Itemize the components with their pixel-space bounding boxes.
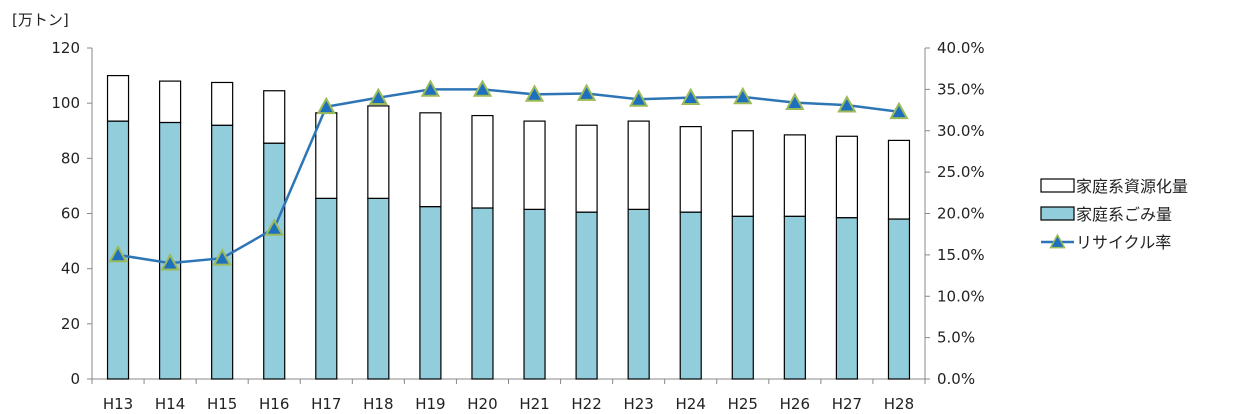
x-tick-label: H14 xyxy=(155,395,185,413)
recycle-rate-point xyxy=(212,248,232,266)
bar-recycle xyxy=(106,74,130,122)
bar-recycle xyxy=(419,112,442,208)
y-left-tick-label: 20 xyxy=(61,315,80,333)
legend-label: 家庭系資源化量 xyxy=(1076,177,1188,196)
x-tick-label: H19 xyxy=(415,395,445,413)
legend-swatch xyxy=(1040,206,1075,221)
bar-waste xyxy=(835,217,859,380)
bar-waste xyxy=(887,218,911,380)
bar-recycle xyxy=(731,130,754,217)
x-tick-label: H23 xyxy=(623,395,653,413)
x-tick-label: H16 xyxy=(259,395,289,413)
bar-waste xyxy=(419,206,442,380)
y-left-tick-label: 60 xyxy=(61,205,80,223)
line-layer xyxy=(108,79,909,271)
y-right-tick-label: 25.0% xyxy=(937,163,985,181)
bar-recycle xyxy=(367,105,390,199)
bar-waste xyxy=(367,197,390,380)
axes-layer: 0 20 40 60 80 100 120 0.0% 5.0% 10.0% 15.0% 20.0% 25… xyxy=(51,39,984,413)
bar-waste xyxy=(471,207,494,380)
recycle-rate-point xyxy=(316,96,336,115)
bar-recycle xyxy=(575,124,598,213)
bar-recycle xyxy=(471,114,494,209)
bar-recycle xyxy=(263,90,286,144)
recycle-rate-point xyxy=(681,87,701,106)
recycle-rate-point xyxy=(524,84,545,102)
y-right-tick-label: 10.0% xyxy=(937,287,985,305)
legend-label: リサイクル率 xyxy=(1076,233,1171,252)
y-left-tick-label: 80 xyxy=(61,149,80,167)
y-right-tick-label: 20.0% xyxy=(937,205,985,223)
y-left-tick-label: 100 xyxy=(51,94,80,112)
y-left-tick-label: 120 xyxy=(51,39,80,57)
y-left-tick-label: 0 xyxy=(70,370,80,388)
bar-waste xyxy=(783,215,806,380)
bar-waste xyxy=(263,142,286,380)
x-tick-label: H25 xyxy=(728,395,758,413)
recycle-rate-point xyxy=(108,244,128,263)
x-tick-label: H26 xyxy=(780,395,810,413)
x-tick-label: H18 xyxy=(363,395,393,413)
bar-waste xyxy=(627,208,650,380)
recycle-rate-point xyxy=(472,79,493,97)
x-tick-label: H27 xyxy=(832,395,862,413)
legend-label: 家庭系ごみ量 xyxy=(1076,205,1172,224)
y-right-tick-label: 35.0% xyxy=(937,80,985,98)
recycle-rate-line xyxy=(117,88,900,265)
bar-recycle xyxy=(627,120,650,210)
x-tick-label: H28 xyxy=(884,395,914,413)
bar-recycle xyxy=(211,81,234,126)
recycle-rate-point xyxy=(576,83,597,101)
legend-marker xyxy=(1049,233,1066,249)
recycle-rate-point xyxy=(733,86,753,105)
x-tick-label: H21 xyxy=(519,395,549,413)
legend-swatch xyxy=(1040,178,1075,193)
bar-recycle xyxy=(783,134,806,217)
y-right-tick-label: 15.0% xyxy=(937,246,985,264)
y-right-tick-label: 40.0% xyxy=(937,39,985,57)
recycle-rate-point xyxy=(420,79,441,97)
y-right-tick-label: 0.0% xyxy=(937,370,975,388)
x-tick-label: H15 xyxy=(207,395,237,413)
bar-waste xyxy=(575,211,598,380)
bar-waste xyxy=(679,211,702,380)
bar-waste xyxy=(315,197,338,380)
bar-recycle xyxy=(887,139,911,220)
bar-recycle xyxy=(523,120,546,210)
y-left-tick-label: 40 xyxy=(61,260,80,278)
y-left-unit-label: [万トン] xyxy=(12,11,69,29)
bar-recycle xyxy=(835,135,859,219)
recycle-rate-point xyxy=(160,253,180,271)
bars-layer xyxy=(106,74,911,380)
y-right-tick-label: 30.0% xyxy=(937,122,985,140)
x-tick-label: H22 xyxy=(571,395,601,413)
recycle-rate-point xyxy=(368,87,389,106)
bar-waste xyxy=(523,208,546,380)
recycle-rate-point xyxy=(785,92,805,111)
x-tick-label: H24 xyxy=(676,395,706,413)
x-tick-label: H13 xyxy=(103,395,133,413)
bar-waste xyxy=(158,121,182,380)
x-tick-label: H17 xyxy=(311,395,341,413)
x-tick-label: H20 xyxy=(467,395,497,413)
bar-recycle xyxy=(679,126,702,213)
recycle-rate-point xyxy=(837,95,857,113)
recycle-rate-point xyxy=(264,218,284,236)
y-right-tick-label: 5.0% xyxy=(937,329,975,347)
recycle-rate-point xyxy=(628,89,649,107)
bar-recycle xyxy=(158,80,182,124)
bar-waste xyxy=(731,215,754,380)
recycle-rate-point xyxy=(889,101,909,120)
